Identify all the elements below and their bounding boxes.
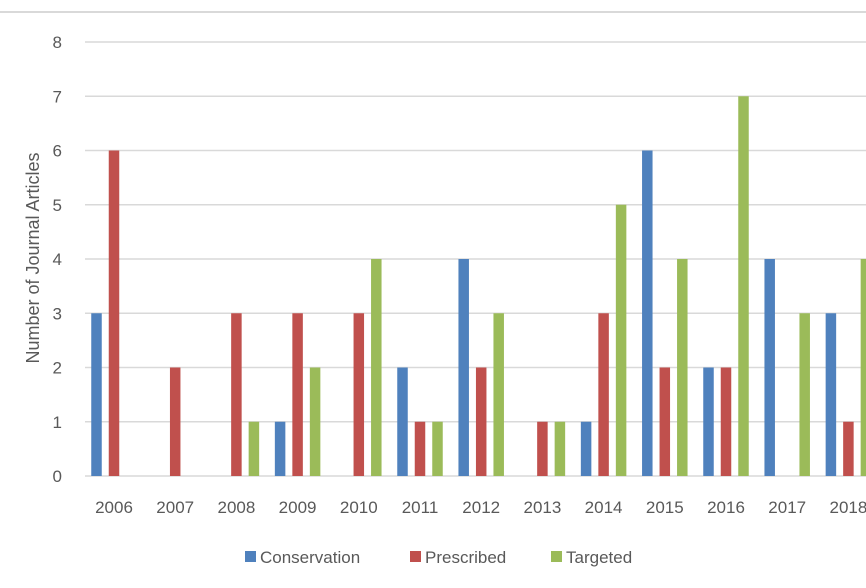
bar-targeted-2018 xyxy=(860,259,866,476)
y-tick-label: 4 xyxy=(53,250,62,269)
y-tick-label: 3 xyxy=(53,304,62,323)
y-tick-label: 2 xyxy=(53,359,62,378)
y-tick-label: 6 xyxy=(53,142,62,161)
x-axis-ticks: 2006 2007 2008 2009 2010 2011 2012 2013 2014 2015… xyxy=(95,498,866,517)
bar-targeted-2017 xyxy=(799,313,810,476)
bar-conservation-2014 xyxy=(580,421,592,476)
bar-prescribed-2012 xyxy=(475,367,487,476)
bars xyxy=(91,96,866,476)
bar-prescribed-2009 xyxy=(292,313,303,476)
legend-swatch-prescribed xyxy=(410,551,421,562)
x-tick-label: 2013 xyxy=(523,498,561,517)
x-tick-label: 2012 xyxy=(462,498,500,517)
x-tick-label: 2017 xyxy=(768,498,806,517)
y-tick-label: 7 xyxy=(53,87,62,106)
bar-targeted-2008 xyxy=(248,421,260,476)
gridlines xyxy=(85,41,866,477)
y-axis-ticks: 0 1 2 3 4 5 6 7 8 xyxy=(53,33,62,486)
bar-conservation-2011 xyxy=(397,367,408,476)
x-tick-label: 2009 xyxy=(279,498,317,517)
legend-label-prescribed: Prescribed xyxy=(425,548,506,567)
bar-targeted-2016 xyxy=(738,96,749,476)
y-tick-label: 1 xyxy=(53,413,62,432)
y-tick-label: 5 xyxy=(53,196,62,215)
legend: Conservation Prescribed Targeted xyxy=(245,548,632,567)
bar-targeted-2010 xyxy=(371,259,382,476)
x-tick-label: 2008 xyxy=(217,498,255,517)
x-tick-label: 2016 xyxy=(707,498,745,517)
y-tick-label: 0 xyxy=(53,467,62,486)
bar-prescribed-2015 xyxy=(659,367,671,476)
legend-swatch-conservation xyxy=(245,551,256,562)
x-tick-label: 2018 xyxy=(829,498,866,517)
bar-conservation-2012 xyxy=(458,259,469,476)
legend-label-conservation: Conservation xyxy=(260,548,360,567)
legend-swatch-targeted xyxy=(551,551,562,562)
bar-conservation-2015 xyxy=(642,150,653,476)
bar-targeted-2011 xyxy=(432,421,443,476)
bar-prescribed-2014 xyxy=(598,313,609,476)
y-tick-label: 8 xyxy=(53,33,62,52)
bar-prescribed-2011 xyxy=(414,421,426,476)
bar-prescribed-2007 xyxy=(169,367,181,476)
bar-conservation-2016 xyxy=(703,367,714,476)
x-tick-label: 2010 xyxy=(340,498,378,517)
x-tick-label: 2011 xyxy=(402,498,439,517)
x-tick-label: 2015 xyxy=(646,498,684,517)
bar-prescribed-2016 xyxy=(720,367,732,476)
legend-label-targeted: Targeted xyxy=(566,548,632,567)
bar-prescribed-2013 xyxy=(537,421,548,476)
x-tick-label: 2007 xyxy=(156,498,194,517)
x-tick-label: 2014 xyxy=(585,498,623,517)
bar-prescribed-2018 xyxy=(843,421,854,476)
bar-targeted-2012 xyxy=(493,313,504,476)
bar-conservation-2009 xyxy=(274,421,286,476)
bar-prescribed-2008 xyxy=(231,313,242,476)
bar-targeted-2015 xyxy=(677,259,688,476)
y-axis-title: Number of Journal Articles xyxy=(23,152,43,363)
bar-targeted-2013 xyxy=(554,421,566,476)
bar-conservation-2006 xyxy=(91,313,102,476)
bar-targeted-2009 xyxy=(309,367,321,476)
bar-conservation-2017 xyxy=(764,259,775,476)
bar-targeted-2014 xyxy=(615,204,627,476)
bar-prescribed-2010 xyxy=(353,313,365,476)
bar-conservation-2018 xyxy=(825,313,837,476)
x-tick-label: 2006 xyxy=(95,498,133,517)
bar-prescribed-2006 xyxy=(108,150,120,476)
